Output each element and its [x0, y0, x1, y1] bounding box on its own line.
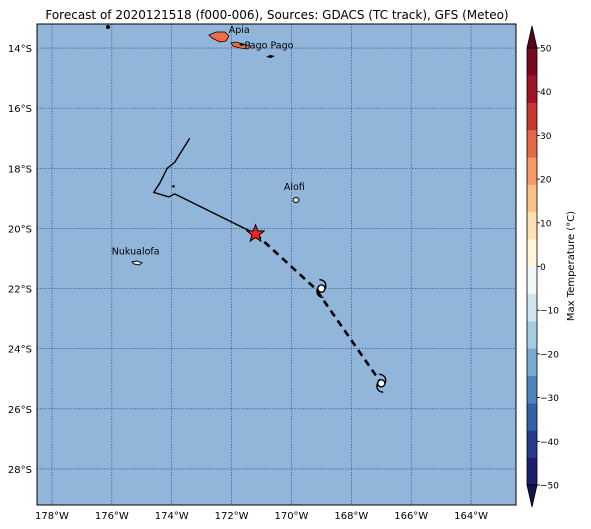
small-island-2 — [171, 185, 175, 188]
y-tick-label: 20°S — [8, 224, 32, 235]
graticule — [37, 24, 516, 505]
place-label: Apia — [229, 25, 250, 36]
place-label: Alofi — [284, 182, 305, 193]
colorbar-band — [527, 211, 537, 240]
colorbar-tick-label: −10 — [540, 307, 559, 317]
small-island — [106, 25, 110, 29]
cyclone-symbol-icon — [376, 373, 387, 393]
x-tick-label: 172°W — [215, 511, 249, 522]
colorbar-band — [527, 239, 537, 267]
colorbar-tick-label: 40 — [540, 88, 552, 98]
x-tick-label: 164°W — [454, 511, 488, 522]
x-tick-label: 168°W — [334, 511, 368, 522]
y-tick-label: 24°S — [8, 345, 32, 356]
colorbar: 50 40 30 20 10 0 −10 −20 −30 −40 −50 — [526, 25, 559, 508]
colorbar-label: Max Temperature (°C) — [566, 211, 577, 321]
y-axis: 14°S 16°S 18°S 20°S 22°S 24°S 26°S 28°S — [8, 44, 32, 476]
y-tick-label: 18°S — [8, 164, 32, 175]
colorbar-band — [527, 348, 537, 377]
tongatapu-island — [131, 260, 143, 266]
x-tick-label: 174°W — [155, 511, 189, 522]
colorbar-band — [527, 266, 537, 295]
map-frame — [36, 23, 517, 506]
tutuila-island — [266, 55, 275, 58]
figure-title: Forecast of 2020121518 (f000-006), Sourc… — [45, 8, 508, 22]
colorbar-band — [527, 75, 537, 103]
x-axis: 178°W 176°W 174°W 172°W 170°W 168°W 166°W 164°W — [35, 511, 488, 522]
place-labels: Apia Pago Pago Alofi Nukualofa — [112, 25, 305, 258]
colorbar-tick-label: −20 — [540, 350, 559, 360]
y-tick-label: 28°S — [8, 465, 32, 476]
colorbar-tick-label: 30 — [540, 132, 552, 142]
colorbar-band — [527, 430, 537, 458]
x-tick-label: 170°W — [274, 511, 308, 522]
colorbar-band — [527, 157, 537, 185]
colorbar-tick-label: 20 — [540, 176, 552, 186]
colorbar-tick-label: −50 — [540, 482, 559, 492]
colorbar-band — [527, 184, 537, 213]
colorbar-tick-label: 0 — [540, 263, 546, 273]
ocean-background — [37, 24, 516, 505]
colorbar-tick-label: −30 — [540, 394, 559, 404]
forecast-track-line — [254, 232, 383, 384]
savaii-island — [208, 31, 230, 43]
colorbar-band — [527, 457, 537, 486]
cyclone-symbol-icon — [316, 278, 327, 299]
colorbar-tick-label: −40 — [540, 438, 559, 448]
colorbar-tick-label: 10 — [540, 219, 552, 229]
niue-island — [292, 197, 300, 203]
current-position-star-icon — [245, 223, 266, 243]
colorbar-band — [527, 321, 537, 349]
y-tick-label: 26°S — [8, 405, 32, 416]
colorbar-band — [527, 403, 537, 431]
place-label: Pago Pago — [245, 40, 294, 51]
colorbar-over-arrow — [526, 25, 538, 49]
colorbar-band — [527, 102, 537, 131]
apia-marker — [239, 43, 245, 46]
x-tick-label: 166°W — [394, 511, 428, 522]
past-track-line — [152, 137, 256, 235]
colorbar-band — [527, 293, 537, 322]
y-tick-label: 14°S — [8, 44, 32, 55]
x-tick-label: 178°W — [35, 511, 69, 522]
colorbar-under-arrow — [526, 484, 538, 508]
x-tick-label: 176°W — [95, 511, 129, 522]
colorbar-band — [527, 129, 537, 158]
colorbar-band — [527, 375, 537, 404]
colorbar-band — [527, 48, 537, 76]
cyclone-track — [152, 137, 387, 393]
y-tick-label: 16°S — [8, 104, 32, 115]
y-tick-label: 22°S — [8, 285, 32, 296]
place-label: Nukualofa — [112, 247, 160, 258]
colorbar-tick-label: 50 — [540, 45, 552, 55]
